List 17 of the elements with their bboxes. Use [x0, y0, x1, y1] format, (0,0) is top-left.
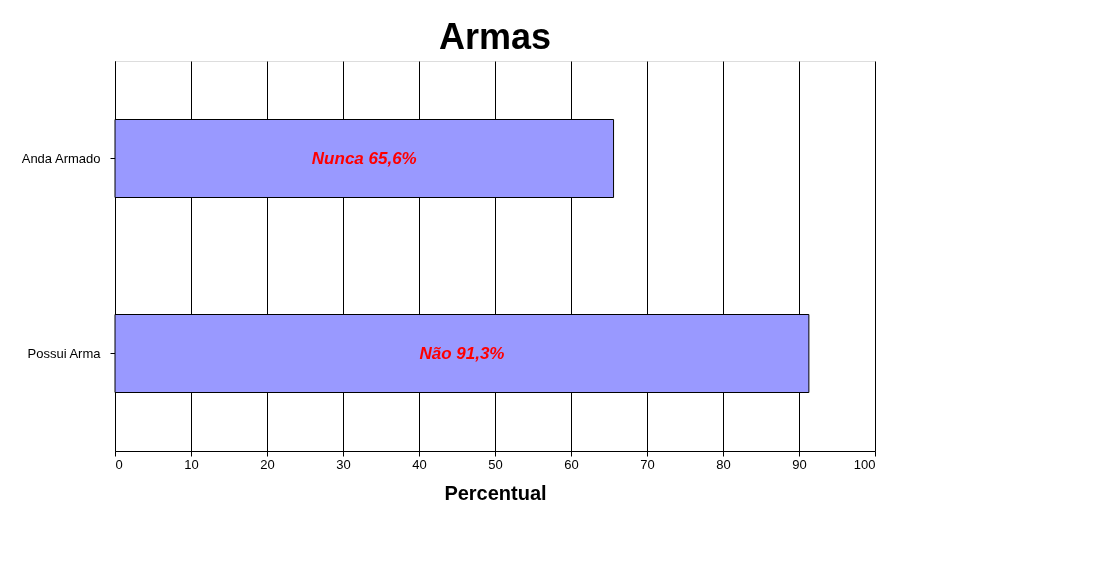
x-tick-label: 70	[640, 456, 655, 472]
x-tick-label: 90	[792, 456, 807, 472]
x-tick-label: 0	[115, 456, 123, 472]
x-tick-label: 50	[488, 456, 503, 472]
x-tick-label: 100	[853, 456, 876, 472]
chart-title: Armas	[438, 16, 552, 57]
x-tick-label: 60	[564, 456, 579, 472]
y-tick-label: Possui Arma	[27, 345, 102, 361]
x-tick-label: 40	[412, 456, 427, 472]
x-axis-title: Percentual	[444, 481, 547, 504]
data-label: Nunca 65,6%	[311, 148, 417, 168]
x-tick-label: 80	[716, 456, 731, 472]
x-tick-label: 30	[336, 456, 351, 472]
x-tick-label: 10	[184, 456, 199, 472]
x-tick-label: 20	[260, 456, 275, 472]
y-tick-label: Anda Armado	[21, 150, 101, 166]
data-label: Não 91,3%	[419, 343, 505, 363]
